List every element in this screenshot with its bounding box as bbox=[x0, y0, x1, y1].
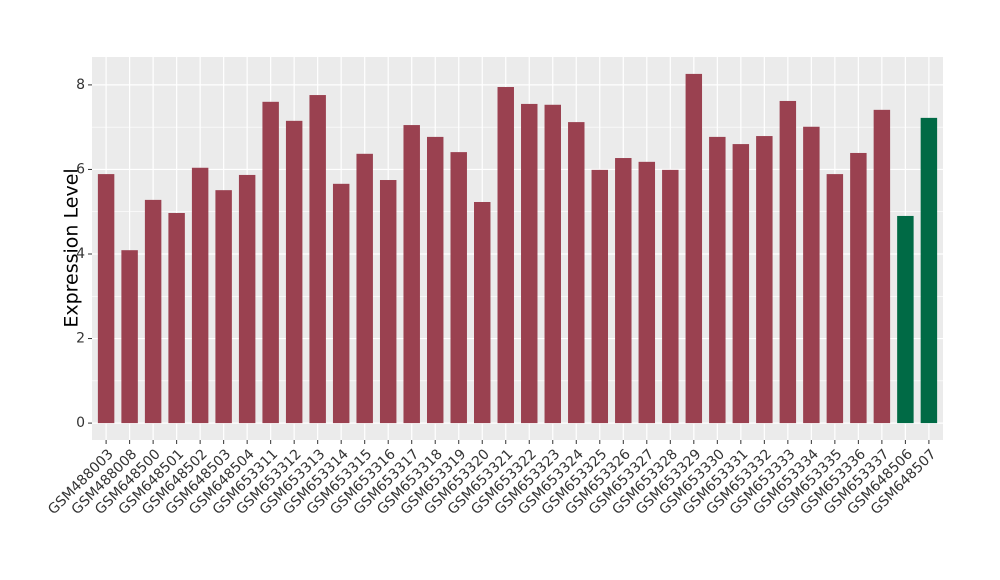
bar bbox=[191, 167, 209, 424]
bar bbox=[615, 158, 632, 424]
bar bbox=[238, 174, 256, 424]
bar bbox=[732, 144, 750, 424]
bar bbox=[497, 87, 514, 424]
bar bbox=[521, 103, 538, 424]
bar bbox=[779, 100, 797, 424]
bar bbox=[309, 95, 326, 424]
bar bbox=[591, 169, 609, 424]
bar bbox=[873, 109, 891, 424]
bar bbox=[568, 122, 585, 424]
bar bbox=[215, 190, 232, 424]
bar bbox=[803, 126, 820, 424]
bar bbox=[332, 183, 350, 424]
bar bbox=[685, 73, 703, 424]
y-tick-label: 6 bbox=[76, 161, 85, 177]
bar bbox=[474, 201, 491, 424]
bar bbox=[850, 152, 867, 424]
bar bbox=[426, 136, 444, 424]
bar bbox=[121, 250, 138, 424]
bar bbox=[450, 152, 467, 424]
bar bbox=[97, 174, 115, 424]
bar bbox=[638, 161, 656, 424]
bar bbox=[356, 153, 373, 424]
bar bbox=[262, 101, 279, 424]
bar bbox=[144, 199, 162, 424]
bar bbox=[709, 136, 726, 424]
bar bbox=[897, 215, 914, 424]
bar bbox=[756, 136, 773, 424]
y-tick-label: 2 bbox=[76, 331, 85, 347]
bar bbox=[285, 120, 303, 424]
bar bbox=[544, 104, 561, 424]
y-axis-title: Expression Level bbox=[61, 168, 83, 327]
panel bbox=[92, 57, 943, 440]
bar bbox=[826, 174, 844, 424]
y-tick-label: 4 bbox=[76, 246, 85, 262]
bar bbox=[403, 125, 420, 424]
y-tick-label: 0 bbox=[76, 415, 85, 431]
bar bbox=[168, 212, 185, 424]
y-tick-label: 8 bbox=[76, 77, 85, 93]
bar bbox=[662, 169, 679, 424]
bar bbox=[920, 117, 938, 424]
bar bbox=[379, 180, 397, 424]
